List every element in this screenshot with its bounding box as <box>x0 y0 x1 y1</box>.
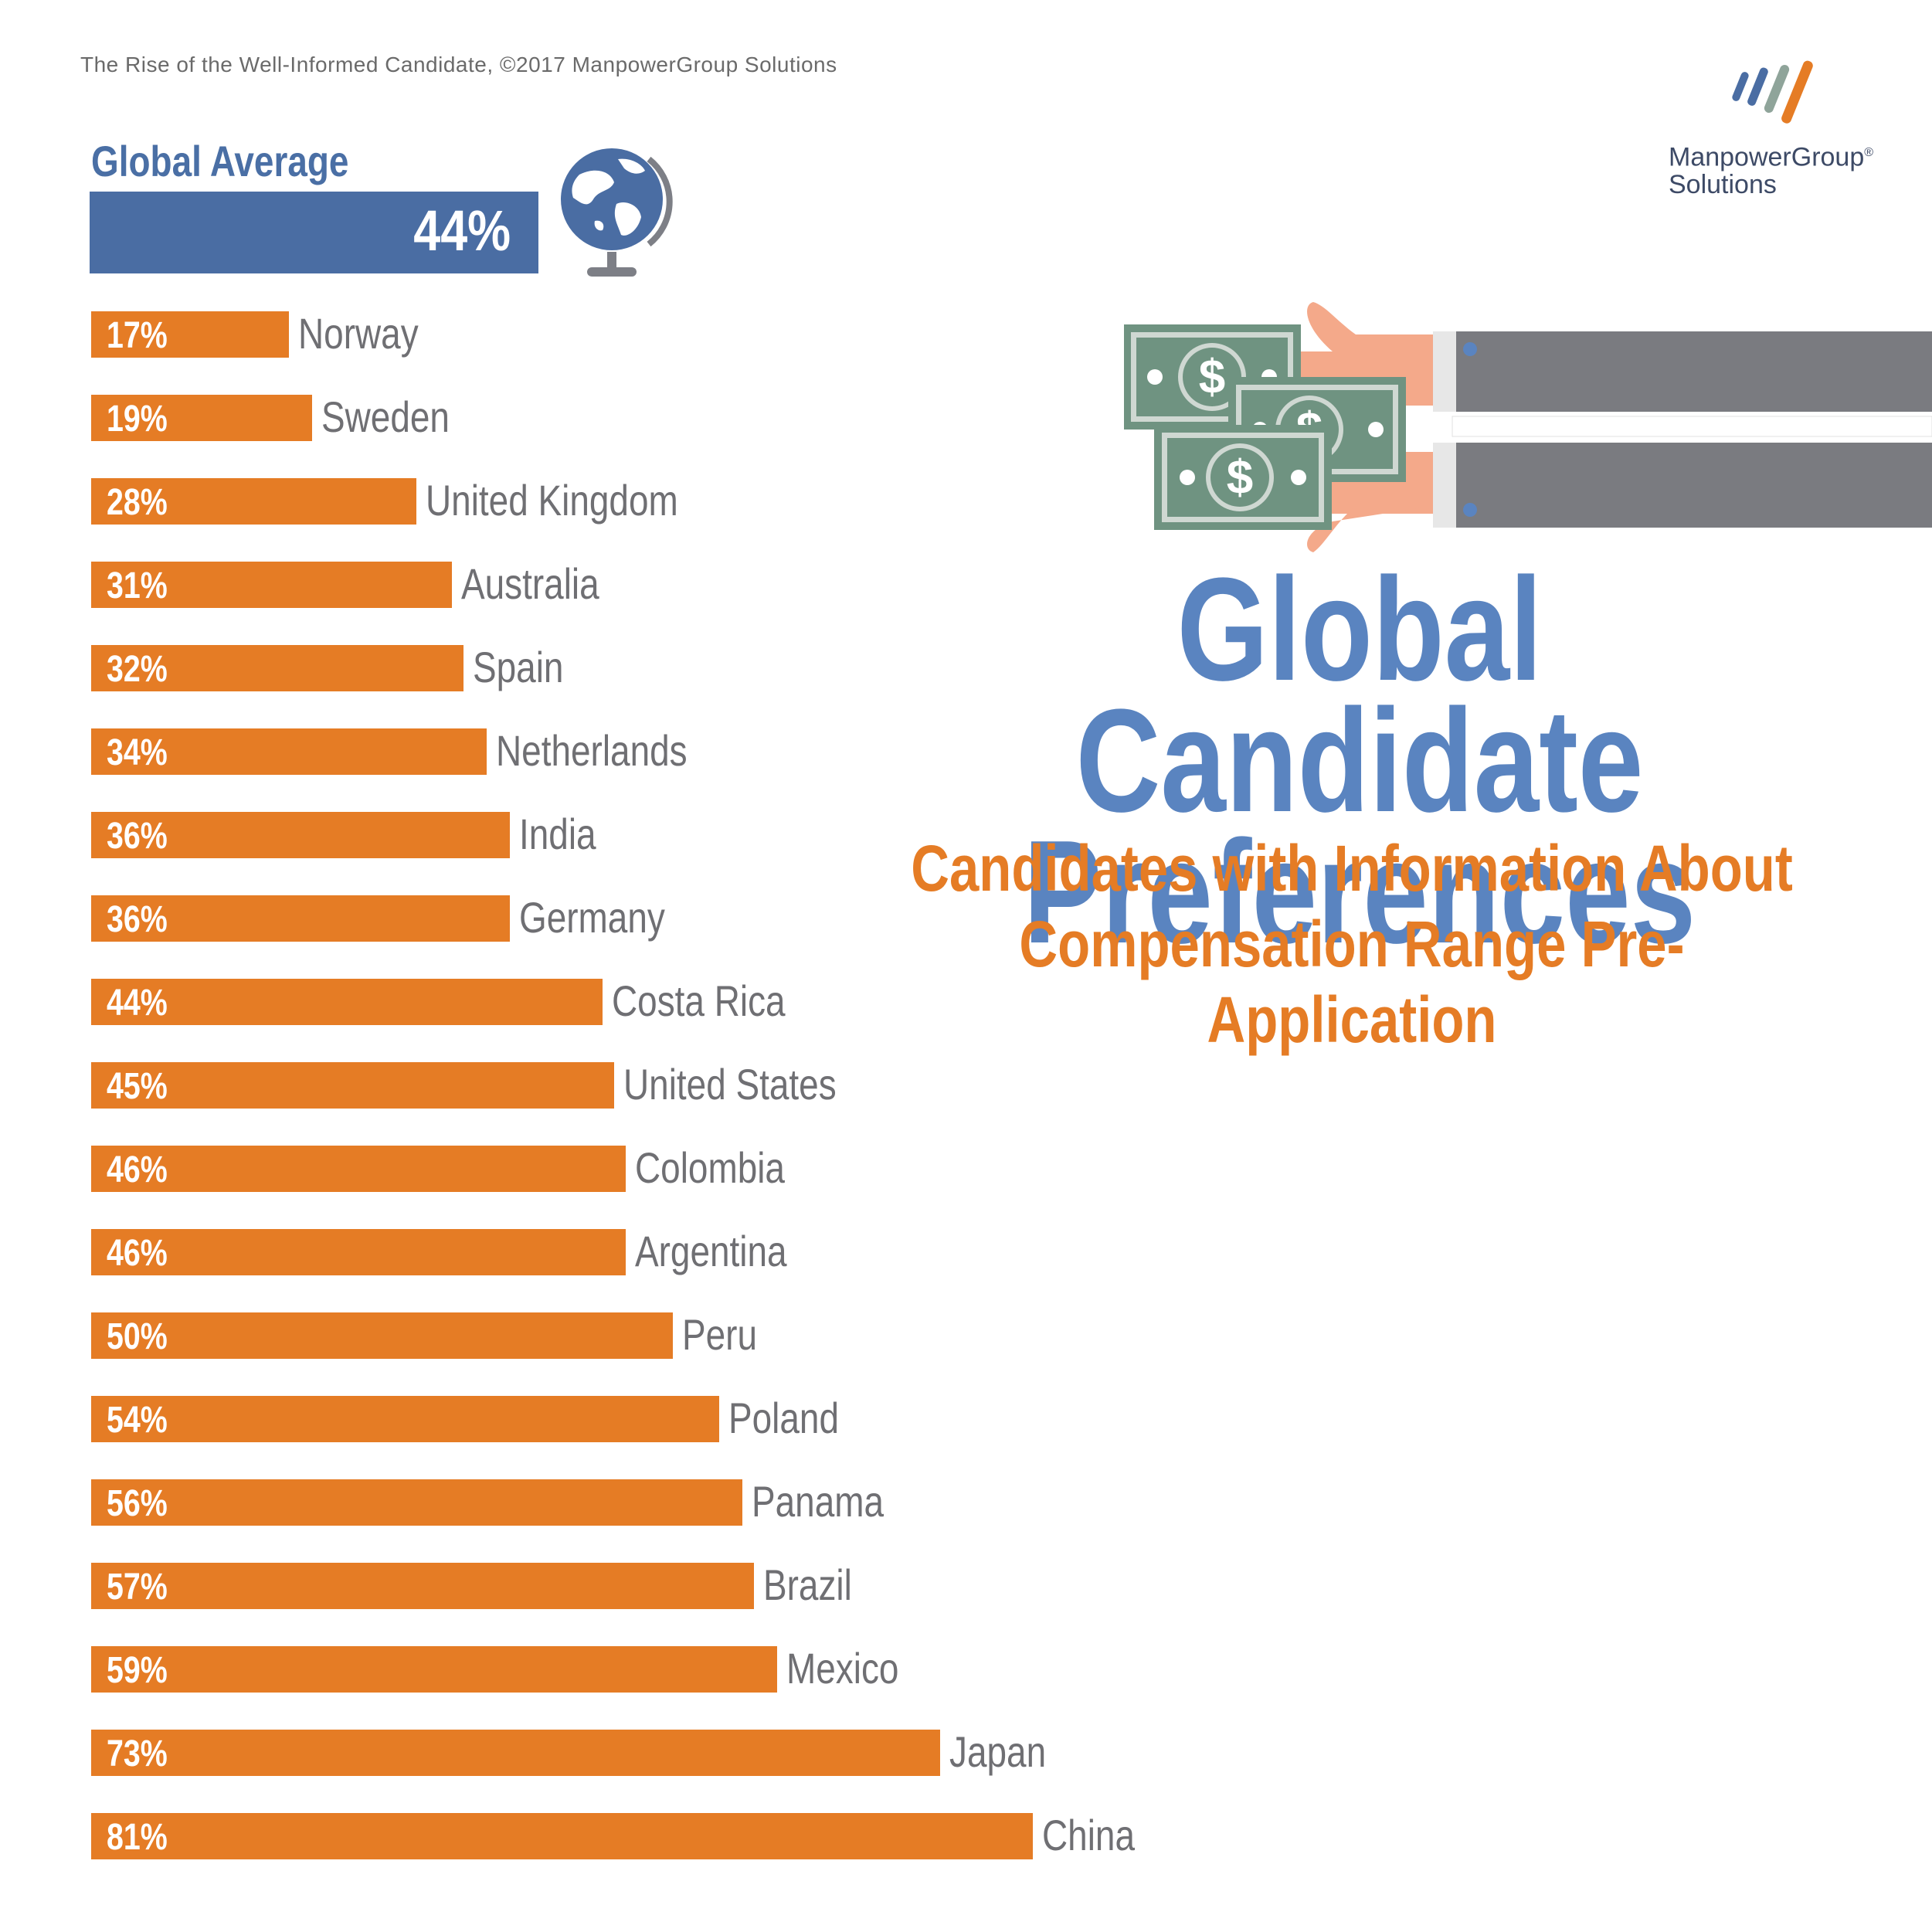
bar-category-label: India <box>519 810 596 858</box>
logo-wordmark: ManpowerGroup® Solutions <box>1669 139 1873 199</box>
bar: 73% <box>91 1730 940 1776</box>
bar: 19% <box>91 395 312 441</box>
bar-value-label: 46% <box>107 1149 168 1190</box>
bar-category-label: Netherlands <box>496 726 688 775</box>
svg-text:$: $ <box>1227 451 1253 504</box>
bar: 57% <box>91 1563 754 1609</box>
bar-value-label: 32% <box>107 649 168 690</box>
bar: 59% <box>91 1646 777 1693</box>
bar-value-label: 46% <box>107 1233 168 1274</box>
logo-line1: ManpowerGroup <box>1669 142 1865 172</box>
bar-value-label: 44% <box>107 983 168 1024</box>
manpowergroup-logo-icon <box>1732 60 1813 124</box>
bar: 54% <box>91 1396 719 1442</box>
bar: 36% <box>91 812 510 858</box>
bar-category-label: Peru <box>682 1310 758 1359</box>
logo-line2: Solutions <box>1669 170 1777 200</box>
bar-category-label: Mexico <box>786 1644 899 1693</box>
money-handoff-illustration: $ $ $ <box>1124 302 1932 552</box>
bar-category-label: Sweden <box>321 392 450 441</box>
bar-value-label: 19% <box>107 399 168 440</box>
bar: 45% <box>91 1062 614 1109</box>
bar-value-label: 31% <box>107 565 168 606</box>
bar: 46% <box>91 1146 626 1192</box>
chart-title: Global Candidate Preferences <box>1023 548 1696 974</box>
global-average-value: 44% <box>413 199 511 263</box>
bar: 28% <box>91 478 416 525</box>
bar-value-label: 28% <box>107 482 168 523</box>
bar-value-label: 45% <box>107 1066 168 1107</box>
bar: 17% <box>91 311 289 358</box>
bar-category-label: Norway <box>298 309 419 358</box>
bar-category-label: Japan <box>949 1727 1047 1776</box>
bar: 36% <box>91 895 510 942</box>
global-average-bar: 44% <box>90 192 538 273</box>
bar-value-label: 36% <box>107 816 168 857</box>
bar-category-label: Spain <box>473 643 564 691</box>
bar-category-label: Argentina <box>635 1227 787 1275</box>
bar-category-label: Brazil <box>763 1560 852 1609</box>
bar-value-label: 17% <box>107 315 168 356</box>
bar-category-label: United Kingdom <box>426 476 678 525</box>
source-caption: The Rise of the Well-Informed Candidate,… <box>80 53 837 76</box>
bar-value-label: 54% <box>107 1400 168 1441</box>
bar: 50% <box>91 1312 673 1359</box>
bar-category-label: Colombia <box>635 1143 785 1192</box>
bar-value-label: 57% <box>107 1567 168 1608</box>
bar-value-label: 81% <box>107 1817 168 1858</box>
bar-value-label: 59% <box>107 1650 168 1691</box>
globe-icon <box>561 148 673 277</box>
bar-category-label: China <box>1042 1811 1135 1859</box>
bar-value-label: 50% <box>107 1316 168 1357</box>
bar: 44% <box>91 979 603 1025</box>
bar-value-label: 56% <box>107 1483 168 1524</box>
chart-subtitle: Candidates with Information About Compen… <box>911 832 1793 1056</box>
bar: 31% <box>91 562 452 608</box>
bar-category-label: Costa Rica <box>612 976 786 1025</box>
bar-value-label: 36% <box>107 899 168 940</box>
bar: 81% <box>91 1813 1033 1859</box>
bar-value-label: 34% <box>107 732 168 773</box>
logo-registered: ® <box>1864 146 1874 159</box>
bar-category-label: Panama <box>752 1477 885 1526</box>
bar-category-label: United States <box>623 1060 837 1109</box>
bar-category-label: Germany <box>519 893 665 942</box>
bar: 34% <box>91 728 487 775</box>
bar-category-label: Australia <box>461 559 599 608</box>
bar: 46% <box>91 1229 626 1275</box>
bar: 56% <box>91 1479 742 1526</box>
bar-category-label: Poland <box>728 1394 839 1442</box>
global-average-label: Global Average <box>91 137 349 185</box>
bar-value-label: 73% <box>107 1733 168 1774</box>
bar: 32% <box>91 645 463 691</box>
svg-text:$: $ <box>1199 351 1225 404</box>
